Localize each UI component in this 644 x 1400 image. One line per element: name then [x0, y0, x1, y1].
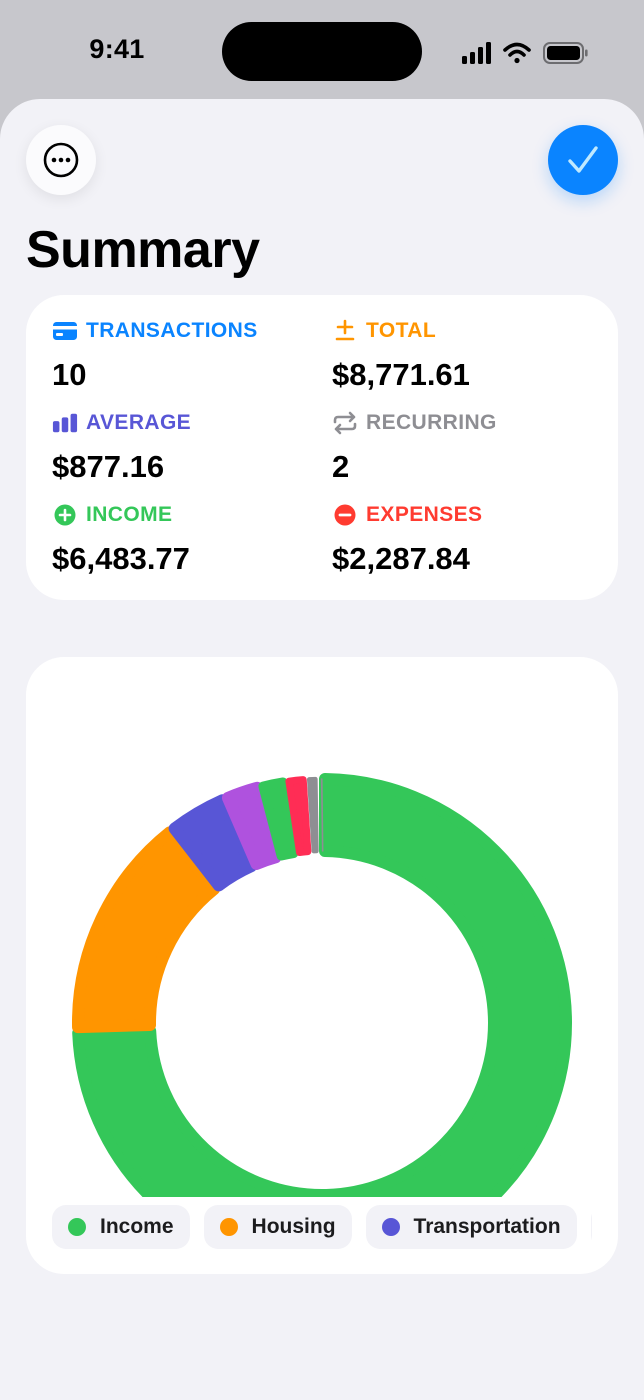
legend-item-transportation[interactable]: Transportation	[365, 1205, 577, 1249]
ellipsis-circle-icon	[43, 142, 79, 178]
stat-transactions: TRANSACTIONS 10	[52, 317, 322, 393]
stat-value-recurring: 2	[332, 449, 350, 484]
donut-chart	[72, 773, 572, 1197]
chart-card: Income Housing Transportation	[26, 657, 618, 1274]
dynamic-island	[222, 22, 422, 81]
stat-label-income: INCOME	[86, 503, 173, 526]
stat-value-total: $8,771.61	[332, 357, 470, 392]
stat-value-average: $877.16	[52, 449, 165, 484]
stat-label-total: TOTAL	[366, 319, 437, 342]
legend-label-housing: Housing	[251, 1215, 336, 1238]
credit-card-icon	[52, 319, 78, 343]
battery-icon	[543, 42, 588, 64]
stat-expenses: EXPENSES $2,287.84	[332, 501, 602, 577]
stat-value-expenses: $2,287.84	[332, 541, 470, 576]
status-icons	[462, 42, 588, 64]
legend-swatch-housing	[219, 1218, 238, 1236]
plus-circle-icon	[52, 503, 78, 527]
done-button[interactable]	[548, 125, 618, 195]
status-bar: 9:41	[0, 0, 644, 100]
bar-chart-icon	[52, 411, 78, 435]
more-options-button[interactable]	[26, 125, 96, 195]
page-title: Summary	[26, 221, 260, 279]
plus-minus-icon	[332, 319, 358, 343]
legend-swatch-income	[68, 1218, 86, 1236]
donut-slice-other-6[interactable]	[306, 776, 319, 854]
legend-swatch-transportation	[381, 1218, 400, 1236]
status-time: 9:41	[89, 34, 145, 64]
stats-card: TRANSACTIONS 10 TOTAL $8,771.61 AVERAGE …	[26, 295, 618, 600]
stat-value-income: $6,483.77	[52, 541, 190, 576]
legend-label-transportation: Transportation	[413, 1215, 561, 1238]
donut-slice-housing[interactable]	[72, 826, 221, 1034]
donut-slice-other-5[interactable]	[285, 776, 312, 857]
legend-item-income[interactable]: Income	[52, 1205, 190, 1249]
checkmark-icon	[568, 146, 598, 173]
legend-item-more[interactable]	[590, 1205, 592, 1249]
chart-legend: Income Housing Transportation	[52, 1205, 592, 1251]
stat-average: AVERAGE $877.16	[52, 409, 322, 485]
donut-slice-other-7[interactable]	[320, 778, 324, 852]
stat-label-expenses: EXPENSES	[366, 503, 483, 526]
wifi-icon	[503, 42, 531, 64]
legend-label-income: Income	[100, 1215, 174, 1238]
summary-sheet: Summary TRANSACTIONS 10 TOTAL $8,771.61	[0, 99, 644, 1400]
stat-total: TOTAL $8,771.61	[332, 317, 602, 393]
cellular-signal-icon	[462, 42, 491, 64]
stat-value-transactions: 10	[52, 357, 87, 392]
donut-slice-other-3[interactable]	[221, 781, 282, 870]
stat-income: INCOME $6,483.77	[52, 501, 322, 577]
stat-recurring: RECURRING 2	[332, 409, 602, 485]
legend-item-housing[interactable]: Housing	[203, 1205, 352, 1249]
donut-slice-other-4[interactable]	[258, 777, 299, 861]
repeat-icon	[332, 411, 358, 435]
stat-label-transactions: TRANSACTIONS	[86, 319, 258, 342]
donut-slice-income[interactable]	[72, 773, 572, 1197]
stat-label-recurring: RECURRING	[366, 411, 497, 434]
minus-circle-icon	[332, 503, 358, 527]
stat-label-average: AVERAGE	[86, 411, 192, 434]
